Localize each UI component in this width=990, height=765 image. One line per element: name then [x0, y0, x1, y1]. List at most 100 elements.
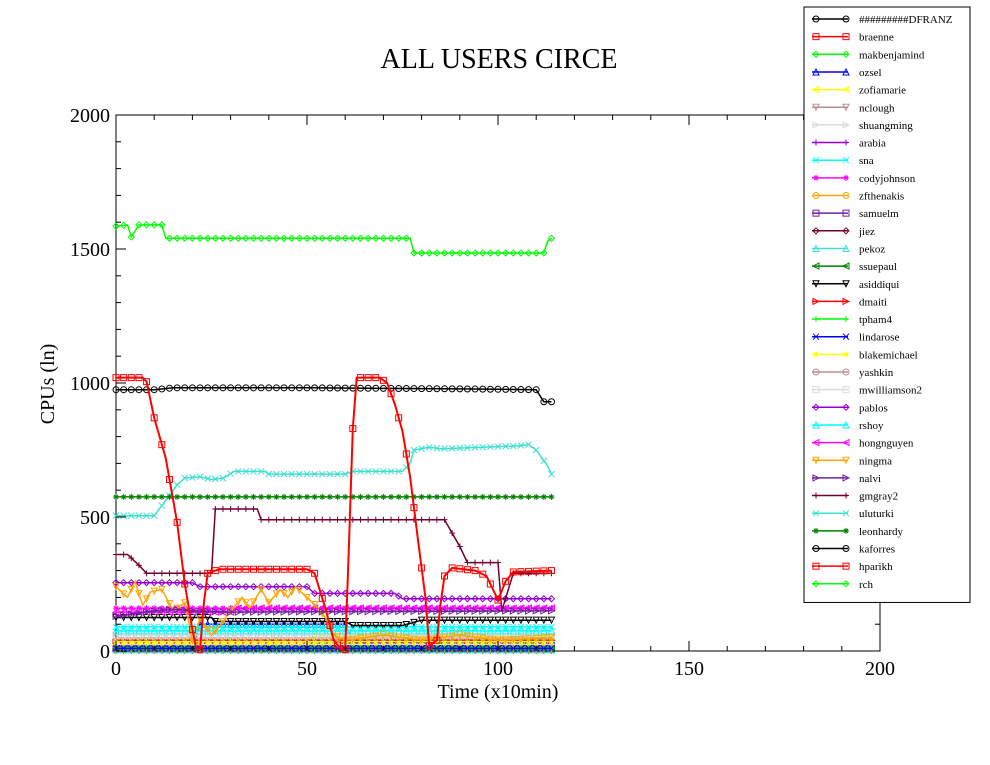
legend-label: kaforres [859, 544, 895, 556]
y-tick-label: 0 [100, 641, 110, 663]
legend-label: zofiamarie [859, 85, 906, 97]
series-line-rch [115, 224, 552, 254]
legend-entry-hparikh: hparikh [812, 561, 893, 573]
legend-label: jiez [858, 226, 875, 238]
legend-entry-yashkin: yashkin [812, 367, 894, 379]
x-tick-label: 50 [297, 658, 317, 680]
y-tick-label: 500 [80, 507, 110, 529]
legend-entry-ssuepaul: ssuepaul [811, 261, 897, 273]
legend-entry-braenne: braenne [812, 32, 894, 44]
legend-entry-rch: rch [812, 579, 874, 591]
legend-label: uluturki [859, 508, 894, 520]
legend-entry-ozsel: ozsel [812, 67, 882, 79]
legend-label: hongnguyen [859, 438, 914, 450]
series-markers-hparikh [112, 374, 555, 654]
series-markers-nalvi [112, 605, 556, 620]
legend-label: shuangming [859, 120, 913, 132]
legend-entry-ningma: ningma [812, 455, 892, 467]
series-markers-kaforres [112, 384, 555, 406]
legend-entry-samuelm: samuelm [812, 208, 899, 220]
legend-label: blakemichael [859, 349, 918, 361]
legend-entry-nalvi: nalvi [812, 473, 881, 485]
legend-entry-rshoy: rshoy [812, 420, 884, 432]
series-pablos [112, 578, 556, 603]
series-markers-leonhardy [113, 493, 555, 500]
legend-entry-blakemichael: blakemichael [812, 349, 918, 361]
legend-entry-nclough: nclough [812, 102, 895, 114]
legend-entry-gmgray2: gmgray2 [812, 491, 898, 503]
legend-label: yashkin [859, 367, 894, 379]
x-axis-label: Time (x10min) [438, 681, 559, 703]
legend-label: hparikh [859, 561, 893, 573]
legend-label: braenne [859, 32, 894, 44]
legend-label: ozsel [859, 67, 882, 79]
legend-entry-dmaiti: dmaiti [812, 296, 887, 308]
legend-entry-makbenjamind: makbenjamind [812, 49, 925, 61]
series-leonhardy [113, 493, 555, 500]
legend-entry-leonhardy: leonhardy [812, 526, 903, 538]
legend-entry-tpham4: tpham4 [812, 314, 892, 326]
legend-label: codyjohnson [859, 173, 916, 185]
legend-label: asiddiqui [859, 279, 899, 291]
x-tick-label: 200 [865, 658, 895, 680]
legend-label: rshoy [859, 420, 884, 432]
series-uluturki [112, 441, 555, 520]
x-tick-label: 150 [674, 658, 704, 680]
legend-entry-lindarose: lindarose [812, 332, 899, 344]
y-tick-label: 2000 [70, 105, 110, 127]
series-markers-uluturki [112, 441, 555, 520]
legend-label: sna [859, 155, 874, 167]
legend: #########DFRANZ braenne makbenjamind ozsel z… [803, 6, 971, 603]
y-tick-label: 1000 [70, 373, 110, 395]
y-tick-label: 1500 [70, 239, 110, 261]
legend-entry-asiddiqui: asiddiqui [812, 279, 899, 291]
legend-entry-pablos: pablos [812, 402, 888, 414]
legend-box [803, 6, 971, 603]
legend-entry-mwilliamson2: mwilliamson2 [812, 385, 922, 397]
series-nalvi [112, 605, 556, 620]
legend-label: mwilliamson2 [859, 385, 922, 397]
chart-title: ALL USERS CIRCE [381, 44, 618, 75]
legend-label: tpham4 [859, 314, 892, 326]
legend-label: arabia [859, 138, 886, 150]
legend-label: pablos [859, 402, 888, 414]
legend-label: makbenjamind [859, 49, 925, 61]
series-rch [112, 221, 556, 257]
legend-entry-uluturki: uluturki [812, 508, 894, 520]
series-line-kaforres [116, 387, 552, 403]
legend-label: pekoz [859, 243, 885, 255]
legend-entry-dfranz: #########DFRANZ [812, 14, 953, 26]
legend-label: dmaiti [859, 296, 887, 308]
legend-label: rch [859, 579, 874, 591]
legend-label: gmgray2 [859, 491, 898, 503]
series-line-pablos [116, 581, 552, 600]
x-tick-label: 0 [111, 658, 121, 680]
x-tick-label: 100 [483, 658, 513, 680]
legend-label: nclough [859, 102, 895, 114]
series-hparikh [112, 374, 555, 654]
series-kaforres [112, 384, 555, 406]
legend-label: ningma [859, 455, 892, 467]
series-line-nalvi [115, 608, 552, 617]
legend-entry-shuangming: shuangming [812, 120, 913, 132]
legend-entry-sna: sna [812, 155, 874, 167]
legend-label: nalvi [859, 473, 881, 485]
legend-entry-jiez: jiez [812, 226, 875, 238]
series-markers-pablos [112, 578, 556, 603]
legend-entry-zfthenakis: zfthenakis [812, 191, 904, 203]
legend-entry-kaforres: kaforres [812, 544, 895, 556]
legend-entry-zofiamarie: zofiamarie [811, 85, 906, 97]
series-gmgray2 [113, 505, 555, 612]
legend-entry-pekoz: pekoz [812, 243, 885, 255]
legend-entry-hongnguyen: hongnguyen [811, 438, 914, 450]
series-line-hparikh [116, 376, 552, 652]
legend-label: zfthenakis [859, 191, 904, 203]
series-layer [111, 221, 556, 654]
legend-entry-codyjohnson: codyjohnson [812, 173, 916, 185]
legend-label: ssuepaul [859, 261, 897, 273]
legend-label: samuelm [859, 208, 899, 220]
legend-label: leonhardy [859, 526, 903, 538]
legend-entry-arabia: arabia [812, 138, 886, 150]
series-line-uluturki [116, 443, 553, 517]
